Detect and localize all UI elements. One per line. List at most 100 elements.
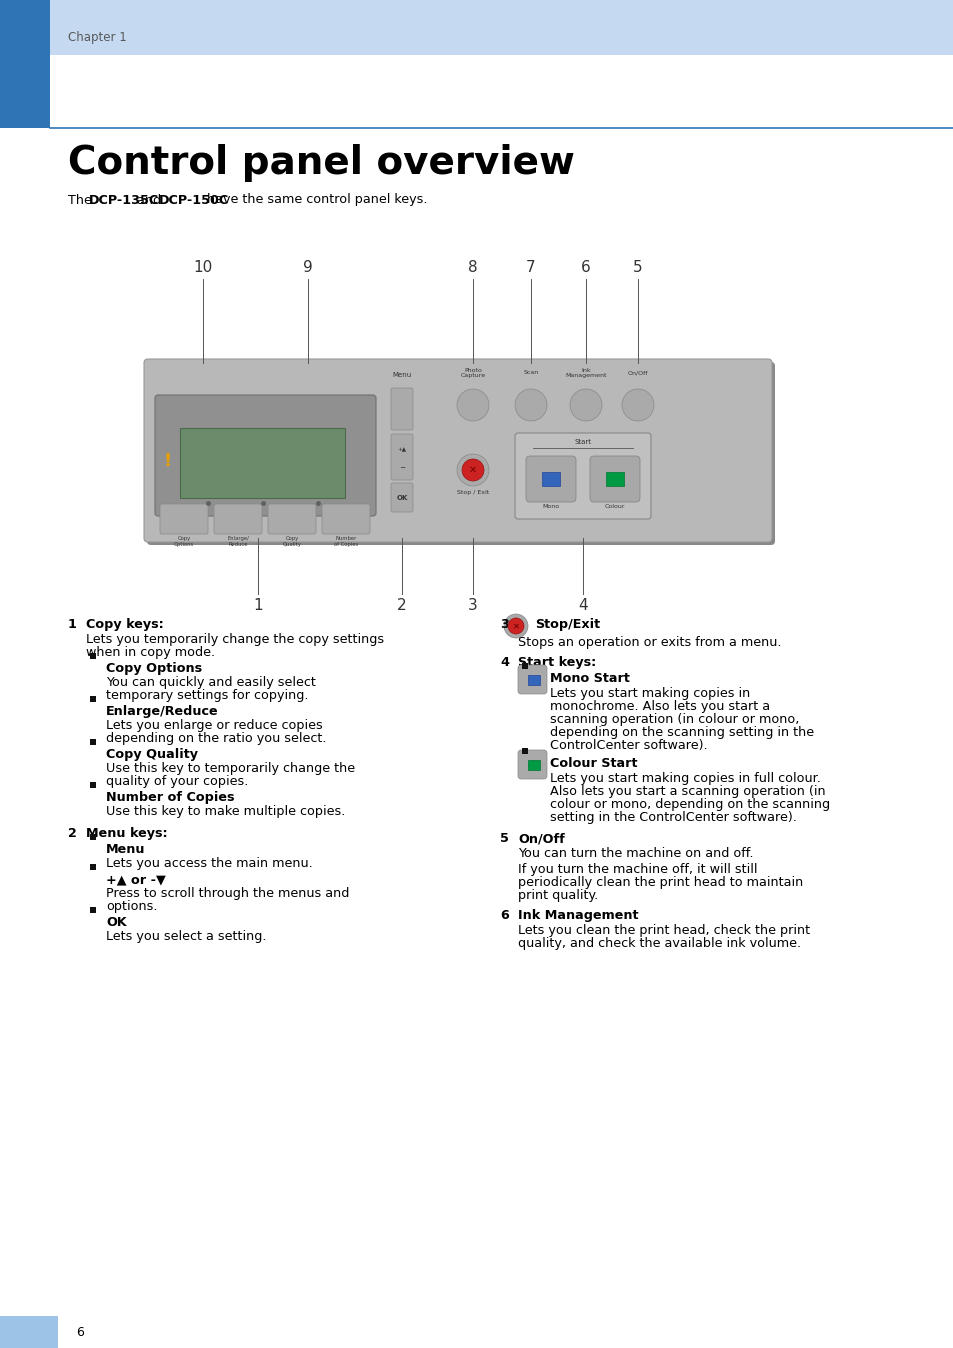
FancyBboxPatch shape [268,504,315,534]
Text: Stop/Exit: Stop/Exit [535,617,599,631]
Text: 2: 2 [68,828,77,840]
Text: OK: OK [395,495,407,501]
Text: 9: 9 [303,260,313,275]
Text: OK: OK [106,917,127,929]
Text: Scan: Scan [523,371,538,376]
Text: Copy
Options: Copy Options [173,537,193,547]
Circle shape [507,617,523,634]
Text: If you turn the machine off, it will still: If you turn the machine off, it will sti… [517,863,757,876]
Text: On/Off: On/Off [517,832,564,845]
Text: Menu keys:: Menu keys: [86,828,168,840]
Text: Also lets you start a scanning operation (in: Also lets you start a scanning operation… [550,785,824,798]
Text: colour or mono, depending on the scanning: colour or mono, depending on the scannin… [550,798,829,811]
Text: You can quickly and easily select: You can quickly and easily select [106,675,315,689]
Text: 8: 8 [468,260,477,275]
Text: Copy keys:: Copy keys: [86,617,164,631]
Text: when in copy mode.: when in copy mode. [86,646,214,659]
Text: 4: 4 [578,599,587,613]
Text: 2: 2 [396,599,406,613]
Text: monochrome. Also lets you start a: monochrome. Also lets you start a [550,700,769,713]
Text: Start: Start [574,439,591,445]
Circle shape [503,613,527,638]
Text: quality, and check the available ink volume.: quality, and check the available ink vol… [517,937,801,950]
Circle shape [456,390,489,421]
Text: Mono Start: Mono Start [550,673,629,685]
FancyBboxPatch shape [391,483,413,512]
Text: Enlarge/Reduce: Enlarge/Reduce [106,705,218,718]
Text: Colour: Colour [604,504,624,508]
Bar [90,907,96,913]
Text: Lets you temporarily change the copy settings: Lets you temporarily change the copy set… [86,634,384,646]
Text: You can turn the machine on and off.: You can turn the machine on and off. [517,847,753,860]
Text: ControlCenter software).: ControlCenter software). [550,739,707,752]
Text: Colour Start: Colour Start [550,758,637,770]
Text: ─: ─ [399,465,404,470]
Text: Lets you enlarge or reduce copies: Lets you enlarge or reduce copies [106,718,322,732]
Text: depending on the scanning setting in the: depending on the scanning setting in the [550,727,813,739]
FancyBboxPatch shape [517,749,546,779]
Text: Lets you select a setting.: Lets you select a setting. [106,930,266,944]
Bar [90,834,96,840]
FancyBboxPatch shape [589,456,639,501]
Text: Ink Management: Ink Management [517,909,638,922]
Text: The: The [68,194,95,206]
FancyBboxPatch shape [154,395,375,516]
Text: Copy Options: Copy Options [106,662,202,675]
Text: Lets you start making copies in full colour.: Lets you start making copies in full col… [550,772,820,785]
Bar [527,675,539,685]
FancyBboxPatch shape [517,665,546,694]
Bar [180,429,345,497]
Text: quality of your copies.: quality of your copies. [106,775,248,789]
FancyBboxPatch shape [515,433,650,519]
Text: 3: 3 [468,599,477,613]
Text: print quality.: print quality. [517,888,598,902]
Text: 3: 3 [499,617,508,631]
Text: ✕: ✕ [512,621,519,631]
Bar [90,696,96,702]
Text: Lets you start making copies in: Lets you start making copies in [550,687,749,700]
FancyBboxPatch shape [144,359,771,542]
Text: 10: 10 [193,260,213,275]
Text: Menu: Menu [106,842,146,856]
Text: Press to scroll through the menus and: Press to scroll through the menus and [106,887,349,900]
Text: Use this key to make multiple copies.: Use this key to make multiple copies. [106,805,345,818]
FancyBboxPatch shape [391,434,413,480]
Text: Control panel overview: Control panel overview [68,144,575,182]
Text: Copy Quality: Copy Quality [106,748,198,762]
Text: DCP-150C: DCP-150C [158,194,229,206]
Circle shape [569,390,601,421]
Circle shape [515,390,546,421]
Text: scanning operation (in colour or mono,: scanning operation (in colour or mono, [550,713,799,727]
Text: +▲ or -▼: +▲ or -▼ [106,874,166,886]
Circle shape [461,460,483,481]
FancyBboxPatch shape [213,504,262,534]
Bar [0,0,953,55]
Bar [90,652,96,659]
FancyBboxPatch shape [147,363,774,545]
Bar [90,739,96,745]
Circle shape [456,454,489,487]
Text: Menu: Menu [392,372,411,377]
Bar [541,472,559,487]
Text: Chapter 1: Chapter 1 [68,31,127,44]
Text: 1: 1 [68,617,77,631]
Text: 1: 1 [253,599,262,613]
Text: periodically clean the print head to maintain: periodically clean the print head to mai… [517,876,802,888]
Text: Enlarge/
Reduce: Enlarge/ Reduce [227,537,249,547]
FancyBboxPatch shape [391,388,413,430]
Bar [527,760,539,770]
Text: Stops an operation or exits from a menu.: Stops an operation or exits from a menu. [517,636,781,648]
Text: 7: 7 [526,260,536,275]
Bar [605,472,623,487]
Bar [521,663,527,669]
Text: Use this key to temporarily change the: Use this key to temporarily change the [106,762,355,775]
Text: Start keys:: Start keys: [517,656,596,669]
Text: Mono: Mono [542,504,559,508]
Text: 5: 5 [633,260,642,275]
Text: Copy
Quality: Copy Quality [282,537,301,547]
Bar [90,782,96,789]
Text: Number
of Copies: Number of Copies [334,537,357,547]
Text: 4: 4 [499,656,509,669]
Text: depending on the ratio you select.: depending on the ratio you select. [106,732,326,745]
Bar [90,864,96,869]
